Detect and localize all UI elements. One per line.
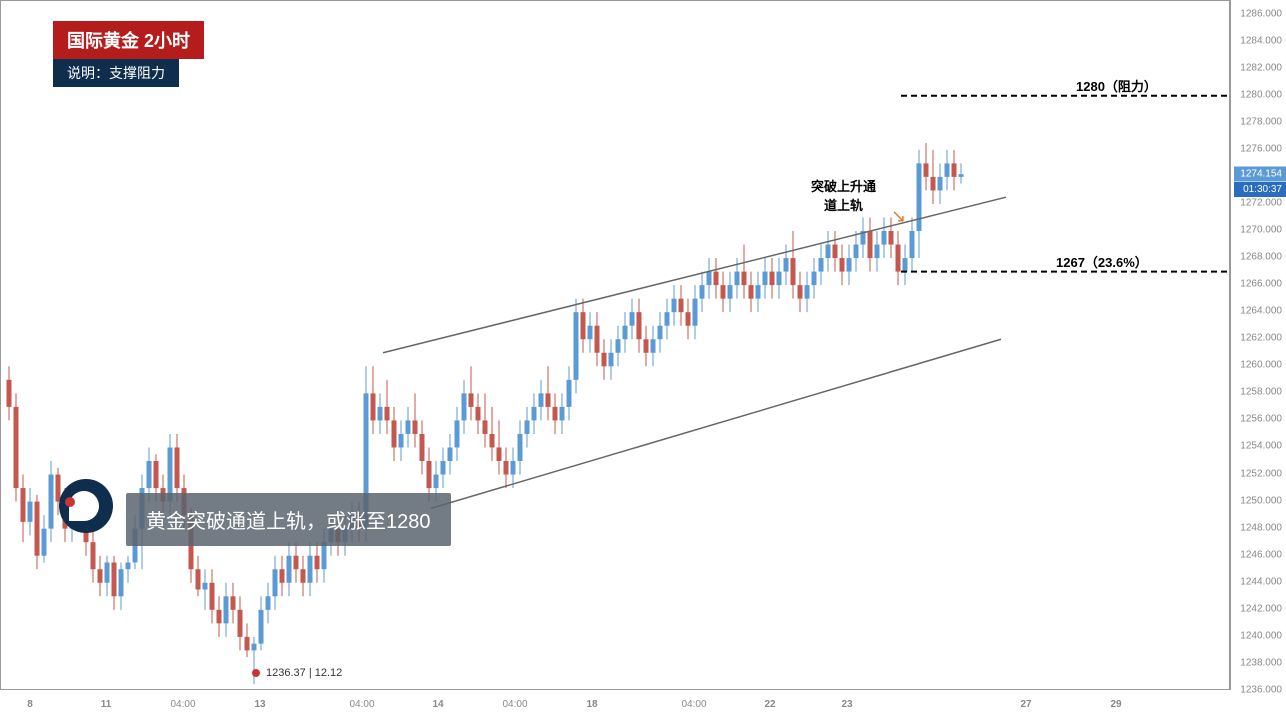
y-tick-label: 1236.000 xyxy=(1240,685,1282,696)
x-tick-label: 04:00 xyxy=(170,699,195,710)
y-tick-label: 1258.000 xyxy=(1240,387,1282,398)
x-tick-label: 04:00 xyxy=(502,699,527,710)
x-tick-label: 8 xyxy=(27,699,33,710)
x-tick-label: 13 xyxy=(254,699,265,710)
y-tick-label: 1268.000 xyxy=(1240,252,1282,263)
y-tick-label: 1240.000 xyxy=(1240,630,1282,641)
y-tick-label: 1264.000 xyxy=(1240,306,1282,317)
y-tick-label: 1254.000 xyxy=(1240,441,1282,452)
y-tick-label: 1252.000 xyxy=(1240,468,1282,479)
y-tick-label: 1256.000 xyxy=(1240,414,1282,425)
y-tick-label: 1246.000 xyxy=(1240,549,1282,560)
y-tick-label: 1278.000 xyxy=(1240,116,1282,127)
y-tick-label: 1244.000 xyxy=(1240,576,1282,587)
y-axis: 1236.0001238.0001240.0001242.0001244.000… xyxy=(1230,0,1286,690)
x-tick-label: 27 xyxy=(1020,699,1031,710)
breakout-arrow-icon: ↘ xyxy=(891,206,906,227)
y-tick-label: 1238.000 xyxy=(1240,657,1282,668)
y-tick-label: 1266.000 xyxy=(1240,279,1282,290)
y-tick-label: 1286.000 xyxy=(1240,8,1282,19)
y-tick-label: 1284.000 xyxy=(1240,35,1282,46)
y-tick-label: 1250.000 xyxy=(1240,495,1282,506)
y-tick-label: 1242.000 xyxy=(1240,603,1282,614)
y-tick-label: 1270.000 xyxy=(1240,225,1282,236)
breakout-line1: 突破上升通 xyxy=(811,176,876,195)
y-tick-label: 1276.000 xyxy=(1240,143,1282,154)
x-axis: 8 11 04:00 13 04:00 14 04:00 18 04:00 22 23 27 29 xyxy=(0,690,1230,718)
current-price-badge: 1274.154 xyxy=(1234,166,1286,181)
y-tick-label: 1272.000 xyxy=(1240,197,1282,208)
y-tick-label: 1282.000 xyxy=(1240,62,1282,73)
chart-svg xyxy=(1,1,1231,691)
hline-label: 1267（23.6%） xyxy=(1056,252,1148,271)
chart-title-badge: 国际黄金 2小时 xyxy=(53,21,204,59)
y-tick-label: 1248.000 xyxy=(1240,522,1282,533)
x-tick-label: 29 xyxy=(1110,699,1121,710)
x-tick-label: 04:00 xyxy=(681,699,706,710)
chart-subtitle-badge: 说明：支撑阻力 xyxy=(53,59,179,87)
x-tick-label: 22 xyxy=(764,699,775,710)
x-tick-label: 23 xyxy=(841,699,852,710)
x-tick-label: 04:00 xyxy=(349,699,374,710)
x-tick-label: 18 xyxy=(586,699,597,710)
x-tick-label: 11 xyxy=(101,699,112,710)
breakout-line2: 道上轨 xyxy=(811,195,876,214)
y-tick-label: 1280.000 xyxy=(1240,89,1282,100)
y-tick-label: 1262.000 xyxy=(1240,333,1282,344)
breakout-annotation: 突破上升通 道上轨 xyxy=(811,176,876,214)
overlay-logo-icon xyxy=(59,479,113,533)
x-tick-label: 14 xyxy=(432,699,443,710)
y-tick-label: 1260.000 xyxy=(1240,360,1282,371)
countdown-badge: 01:30:37 xyxy=(1234,182,1286,197)
hline-label: 1280（阻力） xyxy=(1076,76,1157,95)
chart-container: 国际黄金 2小时 说明：支撑阻力 突破上升通 道上轨 ↘ 1236.37 | 1… xyxy=(0,0,1286,718)
plot-area[interactable]: 国际黄金 2小时 说明：支撑阻力 突破上升通 道上轨 ↘ 1236.37 | 1… xyxy=(0,0,1230,690)
low-marker-label: 1236.37 | 12.12 xyxy=(266,667,342,679)
overlay-banner: 黄金突破通道上轨，或涨至1280 xyxy=(126,493,451,546)
